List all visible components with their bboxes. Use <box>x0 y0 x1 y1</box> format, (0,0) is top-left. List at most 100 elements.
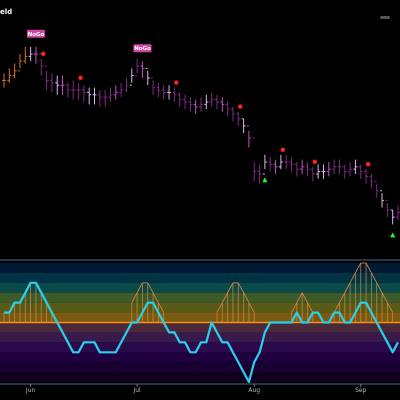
momentum-mesh <box>221 292 228 303</box>
price-bar <box>284 154 289 170</box>
price-bar <box>71 80 76 100</box>
price-bar <box>230 106 235 122</box>
momentum-mesh <box>152 292 159 303</box>
price-bar <box>220 97 225 112</box>
price-bar <box>23 46 28 64</box>
price-bar <box>209 92 214 107</box>
price-bar <box>337 159 342 174</box>
price-bar <box>305 162 310 177</box>
price-bar <box>12 63 17 78</box>
price-bar <box>300 159 305 174</box>
price-bar <box>177 92 182 107</box>
nogo-label-text: NoGo <box>134 46 151 52</box>
momentum-mesh <box>147 282 154 293</box>
price-bar <box>167 85 172 100</box>
momentum-mesh <box>237 282 244 293</box>
price-bar <box>246 125 251 148</box>
countertrend-dot <box>41 51 46 56</box>
nogo-label-bg <box>26 29 45 38</box>
price-bar <box>364 169 369 184</box>
price-bar <box>332 159 337 174</box>
price-bar <box>396 205 400 220</box>
countertrend-dot <box>280 147 286 152</box>
price-bar <box>60 75 65 95</box>
momentum-mesh <box>291 302 298 313</box>
oscillator-band <box>0 282 400 293</box>
price-bar <box>262 154 267 175</box>
price-bar <box>76 82 81 100</box>
price-bar <box>97 90 102 107</box>
price-bar <box>241 118 246 134</box>
price-bar <box>310 166 315 182</box>
price-bar <box>348 162 353 177</box>
nogo-label: NoGo <box>26 29 45 38</box>
price-bar <box>199 97 203 112</box>
momentum-mesh <box>371 272 378 284</box>
price-bar <box>321 164 326 179</box>
price-bar <box>390 209 395 225</box>
x-tick-label: Jun <box>25 387 36 394</box>
price-bar <box>151 77 156 95</box>
price-bar <box>193 99 198 114</box>
price-bar <box>140 61 145 78</box>
momentum-mesh <box>307 302 314 313</box>
price-bar <box>145 67 150 86</box>
panel-resize-handle[interactable] <box>380 16 390 19</box>
momentum-mesh <box>216 302 223 313</box>
price-bar <box>294 162 299 177</box>
oscillator-band <box>0 332 400 343</box>
price-bar <box>380 190 385 208</box>
momentum-mesh <box>136 282 143 293</box>
price-bar <box>268 157 273 172</box>
x-tick-label: Jul <box>132 387 141 394</box>
oscillator-band <box>0 292 400 303</box>
momentum-mesh <box>158 302 165 313</box>
price-bar <box>204 94 209 110</box>
oscillator-band <box>0 322 400 333</box>
price-bar <box>188 97 193 112</box>
oscillator-band <box>0 362 400 373</box>
x-axis: Jun Jul Aug Sep <box>0 383 400 394</box>
countertrend-dot <box>78 75 83 81</box>
price-bar <box>33 46 38 64</box>
momentum-mesh <box>227 282 234 293</box>
price-bar <box>108 87 113 102</box>
price-bar <box>87 87 92 105</box>
momentum-mesh <box>248 302 255 313</box>
nogo-label: NoGo <box>133 44 152 53</box>
price-bar <box>124 78 129 93</box>
price-bar <box>278 154 283 170</box>
price-bar <box>7 68 12 83</box>
price-bar <box>273 159 278 174</box>
momentum-mesh <box>344 282 351 293</box>
momentum-mesh <box>349 272 356 284</box>
momentum-mesh <box>339 292 346 303</box>
price-bar <box>236 111 241 126</box>
price-bar <box>129 68 134 86</box>
price-bar <box>156 82 161 98</box>
price-bar <box>119 82 124 98</box>
oscillator-band <box>0 263 400 273</box>
momentum-mesh <box>365 262 372 274</box>
momentum-mesh <box>381 292 388 303</box>
price-bar <box>135 58 140 77</box>
price-bar <box>358 164 363 179</box>
price-bar <box>44 65 49 90</box>
price-panel: NoGo NoGo <box>0 29 400 261</box>
oscillator-band <box>0 312 400 323</box>
momentum-mesh <box>333 302 340 313</box>
price-bar <box>17 54 22 72</box>
momentum-mesh <box>131 292 138 303</box>
nogo-label-bg <box>133 44 152 53</box>
oscillator-panel <box>0 262 400 384</box>
price-bar <box>28 46 33 62</box>
price-bar <box>2 73 6 88</box>
price-bar <box>316 164 321 179</box>
x-tick-label: Aug <box>248 387 260 394</box>
price-bar <box>172 87 177 102</box>
price-bar <box>385 199 390 218</box>
go-triangle <box>262 177 268 183</box>
price-bar <box>49 73 54 93</box>
price-bar <box>353 159 358 174</box>
